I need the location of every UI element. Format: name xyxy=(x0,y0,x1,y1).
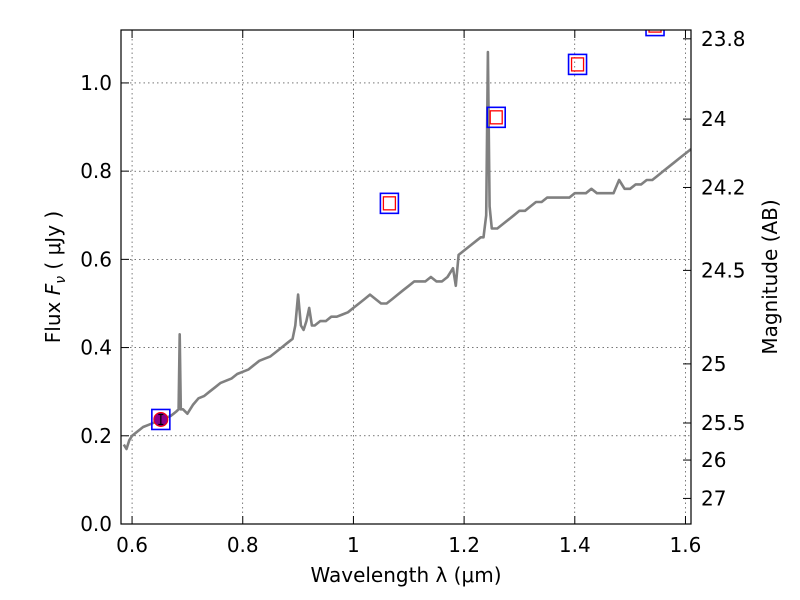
y-tick-label: 0.8 xyxy=(80,159,112,183)
plot-frame xyxy=(120,29,692,525)
y2-axis-label: Magnitude (AB) xyxy=(758,199,782,354)
y-tick-label: 0.6 xyxy=(80,247,112,271)
photometry-box xyxy=(645,30,665,37)
photometry-layer xyxy=(151,30,665,431)
y-axis-label-sub: ν xyxy=(53,276,69,284)
x-tick-label: 1.4 xyxy=(559,533,591,557)
y-tick-label: 0.0 xyxy=(80,512,112,536)
y-tick-label: 1.0 xyxy=(80,71,112,95)
y2-tick-label: 24 xyxy=(701,107,726,131)
photometry-inner-box xyxy=(570,57,585,72)
y2-tick-label: 25 xyxy=(701,352,726,376)
photometry-point xyxy=(379,192,400,215)
x-tick-label: 1.2 xyxy=(448,533,480,557)
photometry-inner-box xyxy=(382,196,397,211)
x-tick-label: 0.6 xyxy=(116,533,148,557)
photometry-box xyxy=(486,106,507,129)
photometry-point xyxy=(567,53,588,76)
x-axis-label: Wavelength λ (μm) xyxy=(310,563,501,587)
spectrum-layer xyxy=(122,50,691,451)
y-tick-label: 0.2 xyxy=(80,424,112,448)
y-axis-label-post: ( μJy ) xyxy=(41,211,65,276)
photometry-inner-box xyxy=(648,30,662,33)
y-axis-label-pre: Flux xyxy=(41,295,65,343)
y2-tick-label: 24.2 xyxy=(701,175,746,199)
x-tick-label: 1 xyxy=(347,533,360,557)
y2-tick-label: 24.5 xyxy=(701,258,746,282)
photometry-box xyxy=(379,192,400,215)
photometry-point xyxy=(151,408,171,431)
spectrum-line xyxy=(122,50,691,451)
y-axis-label-symbol: F xyxy=(41,283,65,295)
photometry-inner-box xyxy=(489,110,503,125)
y2-tick-label: 27 xyxy=(701,486,726,510)
x-tick-label: 0.8 xyxy=(227,533,259,557)
y2-tick-label: 23.8 xyxy=(701,27,746,51)
y-tick-label: 0.4 xyxy=(80,336,112,360)
photometry-box xyxy=(151,408,171,431)
photometry-point xyxy=(486,106,507,129)
y2-tick-label: 26 xyxy=(701,448,726,472)
ticks: 0.6 0.8 1 1.2 1.4 1.6 0.0 0.2 0.4 0.6 0.8 1.0 23.8 24… xyxy=(80,27,745,557)
grid xyxy=(121,30,691,524)
y2-tick-label: 25.5 xyxy=(701,411,746,435)
x-tick-label: 1.6 xyxy=(670,533,702,557)
photometry-box xyxy=(567,53,588,76)
y-axis-label: Flux Fν ( μJy ) xyxy=(41,211,69,343)
photometry-point xyxy=(645,30,665,37)
